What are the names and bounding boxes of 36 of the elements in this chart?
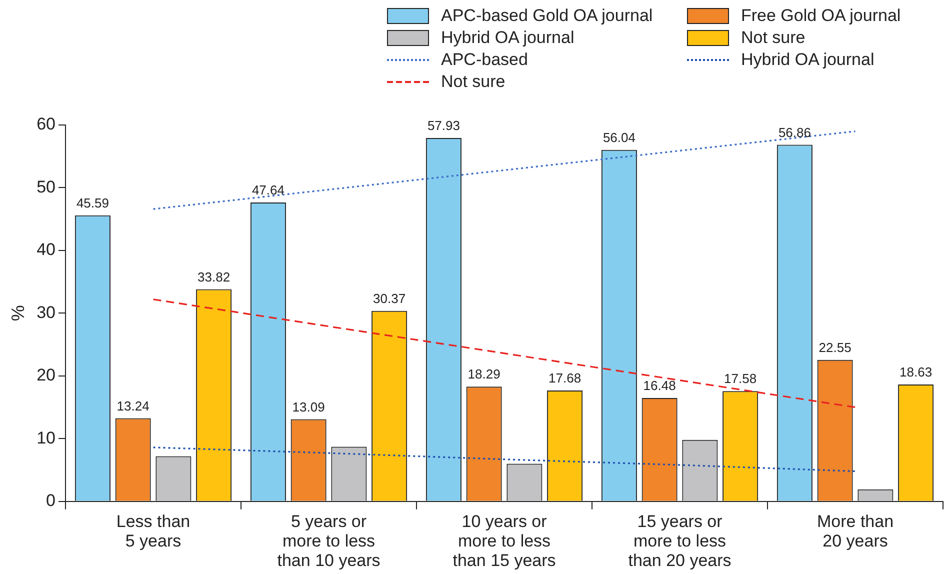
legend-label: APC-based Gold OA journal bbox=[441, 6, 653, 26]
data-label: 18.29 bbox=[468, 366, 500, 382]
legend-label: Hybrid OA journal bbox=[741, 50, 874, 70]
x-tick-label: 15 years or more to less than 20 years bbox=[628, 512, 732, 570]
y-tick-label: 30 bbox=[36, 302, 56, 322]
data-label: 56.04 bbox=[602, 130, 636, 145]
legend-label: Not sure bbox=[441, 72, 506, 92]
legend-label: Free Gold OA journal bbox=[741, 6, 901, 26]
x-tick-label: 10 years or more to less than 15 years bbox=[452, 512, 556, 570]
x-tick-label: 5 years or more to less than 10 years bbox=[277, 512, 380, 570]
legend-label: Hybrid OA journal bbox=[441, 28, 574, 48]
y-tick-label: 0 bbox=[46, 491, 56, 510]
y-axis-title: % bbox=[8, 305, 28, 322]
data-label: 45.59 bbox=[76, 195, 109, 210]
data-label: 13.09 bbox=[292, 399, 325, 414]
data-label: 56.86 bbox=[778, 124, 811, 140]
data-label: 57.93 bbox=[427, 118, 460, 134]
y-tick-label: 60 bbox=[36, 114, 56, 134]
y-tick-label: 10 bbox=[36, 428, 56, 448]
line-series bbox=[152, 446, 856, 472]
data-label: 17.68 bbox=[548, 370, 582, 386]
data-label: 47.64 bbox=[252, 182, 284, 198]
data-label: 18.63 bbox=[900, 364, 932, 380]
data-label: 17.58 bbox=[724, 371, 757, 386]
data-label: 30.37 bbox=[373, 290, 406, 306]
data-label: 33.82 bbox=[198, 269, 230, 284]
legend-label: Not sure bbox=[741, 28, 806, 48]
y-tick-label: 50 bbox=[36, 177, 56, 196]
data-label: 13.24 bbox=[116, 398, 150, 414]
y-tick-label: 20 bbox=[36, 366, 56, 385]
x-tick-label: More than 20 years bbox=[816, 512, 894, 550]
data-label: 16.48 bbox=[643, 378, 676, 394]
legend-label: APC-based bbox=[441, 50, 528, 70]
data-label: 22.55 bbox=[818, 340, 852, 355]
y-tick-label: 40 bbox=[36, 240, 56, 260]
x-tick-label: Less than 5 years bbox=[116, 512, 190, 550]
